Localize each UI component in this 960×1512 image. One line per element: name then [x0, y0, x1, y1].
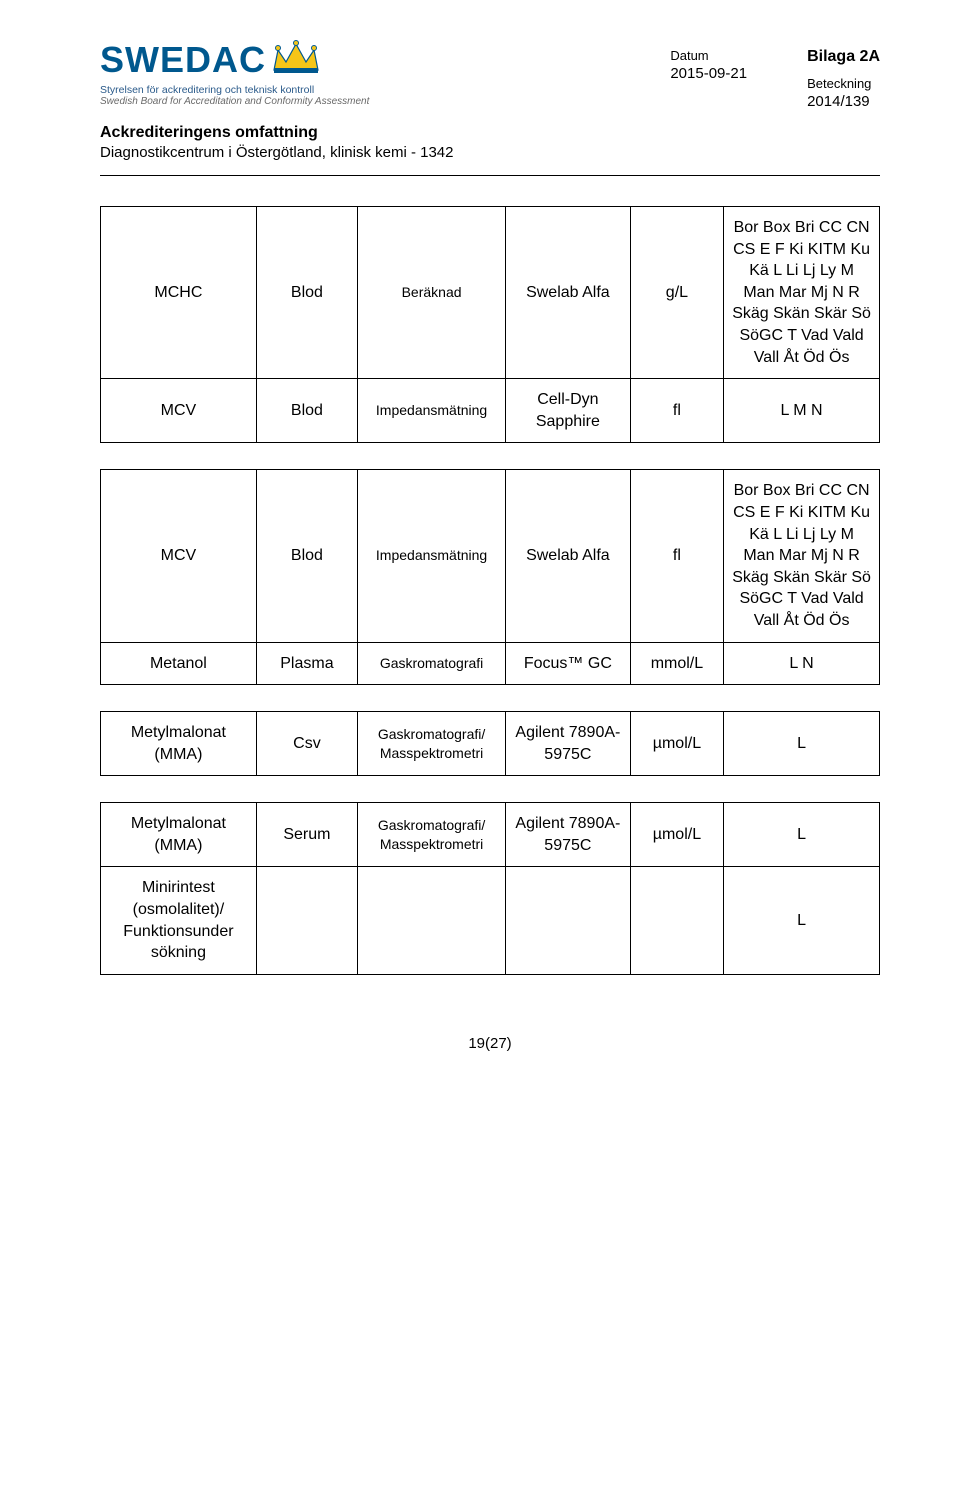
- table-cell: Impedansmätning: [358, 379, 506, 443]
- table-cell: µmol/L: [630, 712, 723, 776]
- table-cell: Blod: [256, 379, 357, 443]
- header-right: Datum 2015-09-21 Bilaga 2A Beteckning 20…: [399, 40, 880, 110]
- table-cell: Gaskromatografi/ Masspektrometri: [358, 712, 506, 776]
- table-cell: Serum: [256, 803, 357, 867]
- table-cell: Csv: [256, 712, 357, 776]
- title-1: Ackrediteringens omfattning: [100, 124, 880, 142]
- logo-text: SWEDAC: [100, 42, 266, 78]
- table-cell: MCV: [101, 379, 257, 443]
- beteckning-value: 2014/139: [807, 93, 880, 110]
- tables-container: MCHCBlodBeräknadSwelab Alfag/LBor Box Br…: [100, 206, 880, 975]
- crown-icon: [272, 40, 320, 80]
- table-cell: MCV: [101, 470, 257, 642]
- beteckning-label: Beteckning: [807, 76, 880, 91]
- page: SWEDAC Styrelsen för ackreditering och t…: [0, 0, 960, 1072]
- table-row: Metylmalonat (MMA)CsvGaskromatografi/ Ma…: [101, 712, 880, 776]
- table-cell: Metanol: [101, 642, 257, 685]
- table-row: MCVBlodImpedansmätningSwelab AlfaflBor B…: [101, 470, 880, 642]
- table-cell: Focus™ GC: [506, 642, 631, 685]
- table-cell: [630, 867, 723, 974]
- table-cell: Metylmalonat (MMA): [101, 712, 257, 776]
- separator: [100, 175, 880, 176]
- data-table: MCVBlodImpedansmätningSwelab AlfaflBor B…: [100, 469, 880, 685]
- table-cell: L M N: [724, 379, 880, 443]
- bilaga: Bilaga 2A: [807, 48, 880, 66]
- table-row: MetanolPlasmaGaskromatografiFocus™ GCmmo…: [101, 642, 880, 685]
- table-cell: Agilent 7890A-5975C: [506, 712, 631, 776]
- header: SWEDAC Styrelsen för ackreditering och t…: [100, 40, 880, 110]
- logo-sub2: Swedish Board for Accreditation and Conf…: [100, 96, 369, 107]
- table-row: MCHCBlodBeräknadSwelab Alfag/LBor Box Br…: [101, 207, 880, 379]
- data-table: MCHCBlodBeräknadSwelab Alfag/LBor Box Br…: [100, 206, 880, 443]
- logo-main: SWEDAC: [100, 40, 320, 80]
- data-table: Metylmalonat (MMA)SerumGaskromatografi/ …: [100, 802, 880, 975]
- datum-value: 2015-09-21: [670, 65, 747, 82]
- title-2: Diagnostikcentrum i Östergötland, klinis…: [100, 144, 880, 161]
- table-cell: Blod: [256, 470, 357, 642]
- beteckning-col: Bilaga 2A Beteckning 2014/139: [807, 48, 880, 110]
- data-table: Metylmalonat (MMA)CsvGaskromatografi/ Ma…: [100, 711, 880, 776]
- table-cell: Blod: [256, 207, 357, 379]
- table-cell: [256, 867, 357, 974]
- table-cell: Impedansmätning: [358, 470, 506, 642]
- table-cell: g/L: [630, 207, 723, 379]
- table-cell: µmol/L: [630, 803, 723, 867]
- table-cell: L N: [724, 642, 880, 685]
- datum-label: Datum: [670, 48, 747, 63]
- table-cell: Metylmalonat (MMA): [101, 803, 257, 867]
- datum-col: Datum 2015-09-21: [670, 48, 747, 110]
- logo-sub1: Styrelsen för ackreditering och teknisk …: [100, 84, 369, 96]
- table-row: Minirintest (osmolalitet)/ Funktionsunde…: [101, 867, 880, 974]
- table-cell: fl: [630, 379, 723, 443]
- table-cell: Bor Box Bri CC CN CS E F Ki KITM Ku Kä L…: [724, 207, 880, 379]
- table-cell: Gaskromatografi/ Masspektrometri: [358, 803, 506, 867]
- table-row: Metylmalonat (MMA)SerumGaskromatografi/ …: [101, 803, 880, 867]
- page-footer: 19(27): [100, 1035, 880, 1052]
- logo-block: SWEDAC Styrelsen för ackreditering och t…: [100, 40, 369, 107]
- table-cell: Swelab Alfa: [506, 470, 631, 642]
- table-cell: Minirintest (osmolalitet)/ Funktionsunde…: [101, 867, 257, 974]
- table-cell: mmol/L: [630, 642, 723, 685]
- table-cell: fl: [630, 470, 723, 642]
- table-cell: Plasma: [256, 642, 357, 685]
- table-cell: Beräknad: [358, 207, 506, 379]
- table-cell: L: [724, 803, 880, 867]
- table-cell: Bor Box Bri CC CN CS E F Ki KITM Ku Kä L…: [724, 470, 880, 642]
- table-cell: Swelab Alfa: [506, 207, 631, 379]
- table-cell: Agilent 7890A-5975C: [506, 803, 631, 867]
- table-cell: Cell-Dyn Sapphire: [506, 379, 631, 443]
- table-row: MCVBlodImpedansmätningCell-Dyn Sapphiref…: [101, 379, 880, 443]
- table-cell: L: [724, 867, 880, 974]
- table-cell: L: [724, 712, 880, 776]
- table-cell: Gaskromatografi: [358, 642, 506, 685]
- table-cell: MCHC: [101, 207, 257, 379]
- table-cell: [506, 867, 631, 974]
- table-cell: [358, 867, 506, 974]
